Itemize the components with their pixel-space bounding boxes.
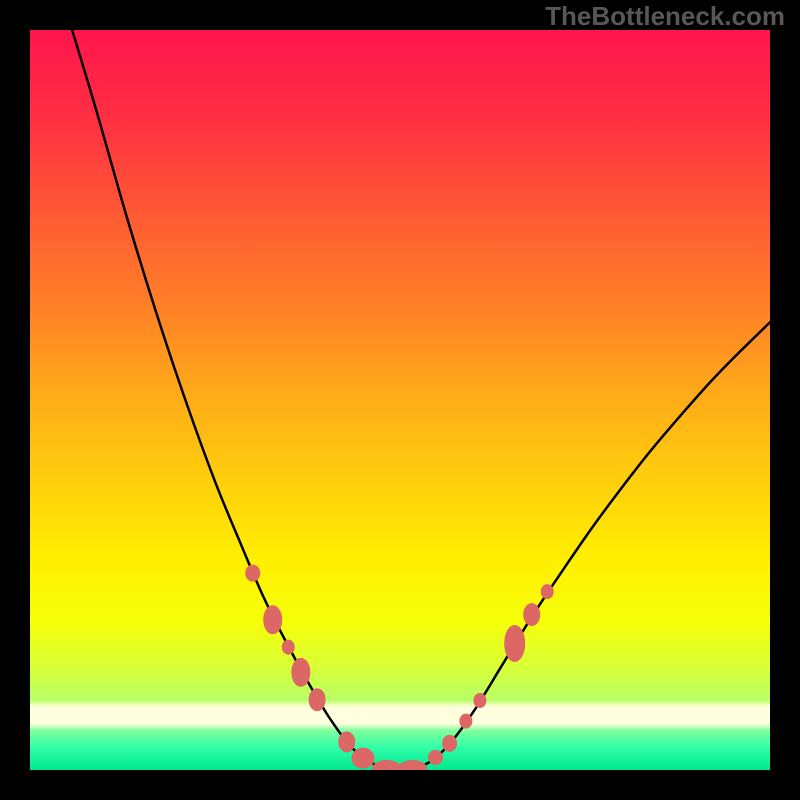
curve-marker (339, 732, 355, 752)
curve-marker (264, 606, 282, 634)
curve-marker (541, 585, 553, 599)
plot-area (30, 30, 770, 770)
curve-marker (246, 565, 260, 581)
watermark-label: TheBottleneck.com (545, 1, 785, 31)
bottleneck-chart: TheBottleneck.com (0, 0, 800, 800)
curve-marker (443, 735, 457, 751)
curve-marker (309, 689, 325, 711)
curve-marker (429, 750, 443, 764)
curve-marker (292, 658, 310, 686)
curve-marker (474, 693, 486, 707)
curve-marker (460, 714, 472, 728)
curve-marker (352, 748, 374, 768)
curve-marker (524, 604, 540, 626)
curve-marker (505, 625, 525, 661)
curve-marker (282, 640, 294, 654)
